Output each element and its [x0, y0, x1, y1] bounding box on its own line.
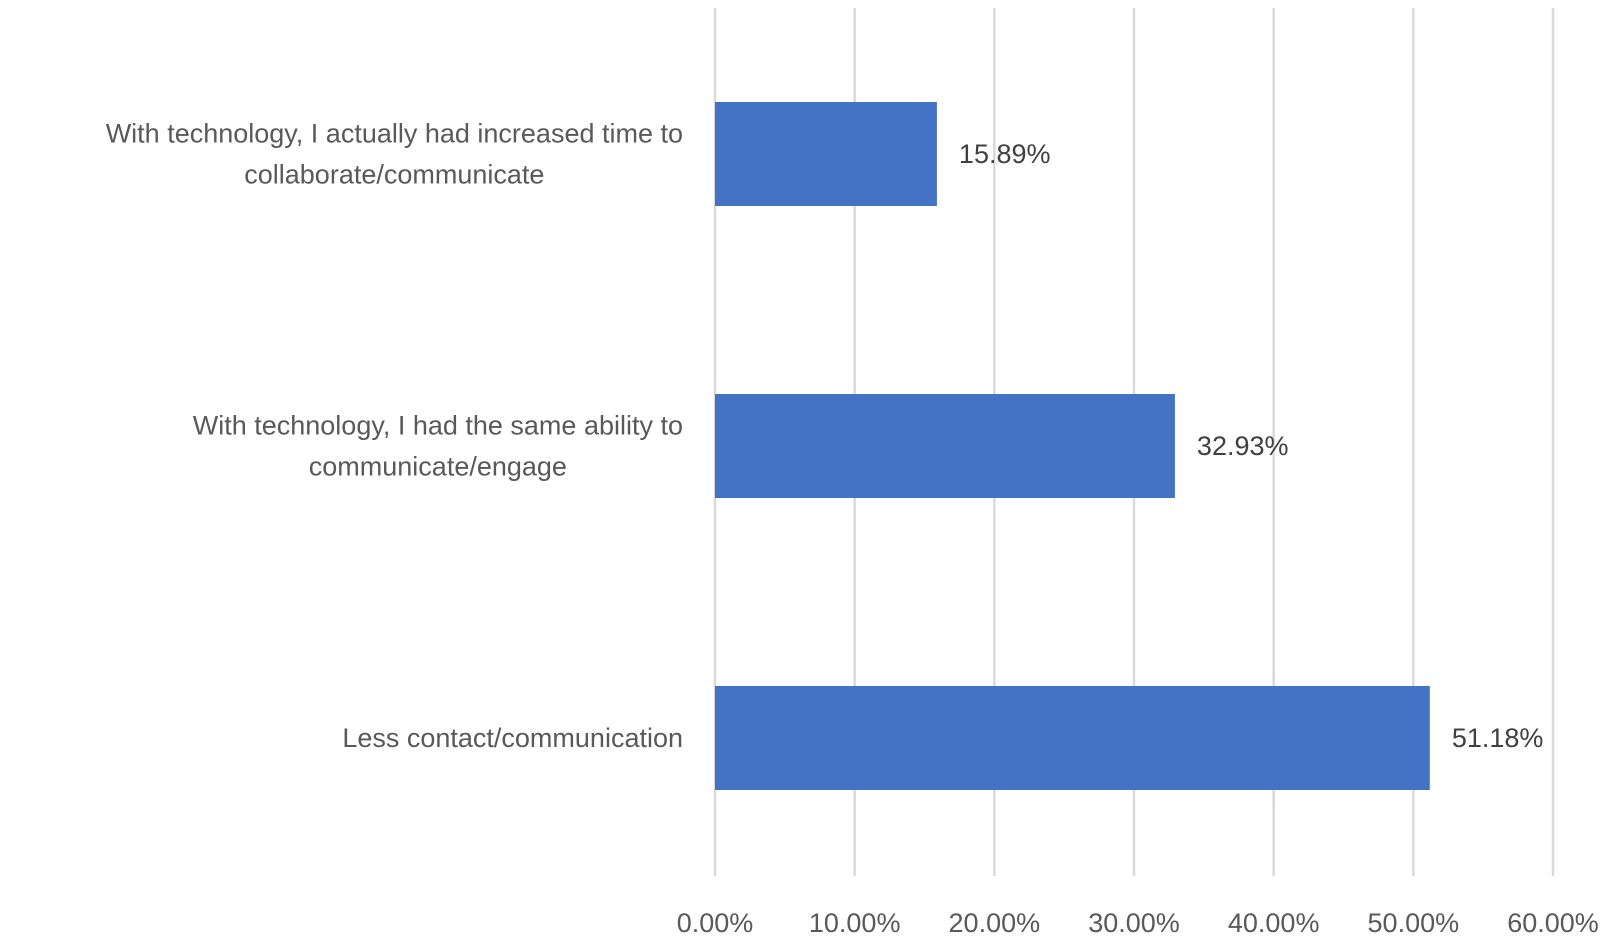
x-tick-label-2: 20.00% — [949, 908, 1041, 938]
x-tick-label-5: 50.00% — [1368, 908, 1460, 938]
x-axis-tick-labels: 0.00% 10.00% 20.00% 30.00% 40.00% 50.00% 60.00… — [677, 908, 1599, 938]
data-label-1: 32.93% — [1197, 431, 1289, 461]
x-tick-label-0: 0.00% — [677, 908, 754, 938]
x-tick-label-3: 30.00% — [1088, 908, 1180, 938]
bar-2 — [715, 686, 1430, 790]
category-label-2: Less contact/communication — [342, 723, 683, 753]
bar-1 — [715, 394, 1175, 498]
data-labels: 15.89% 32.93% 51.18% — [959, 139, 1543, 753]
category-label-1: With technology, I had the same ability … — [193, 411, 683, 482]
bar-0 — [715, 102, 937, 206]
bars — [715, 102, 1430, 790]
data-label-0: 15.89% — [959, 139, 1051, 169]
category-label-0: With technology, I actually had increase… — [106, 119, 683, 190]
x-tick-label-1: 10.00% — [809, 908, 901, 938]
x-tick-label-6: 60.00% — [1507, 908, 1599, 938]
category-labels: With technology, I actually had increase… — [106, 119, 683, 754]
data-label-2: 51.18% — [1452, 723, 1544, 753]
x-tick-label-4: 40.00% — [1228, 908, 1320, 938]
